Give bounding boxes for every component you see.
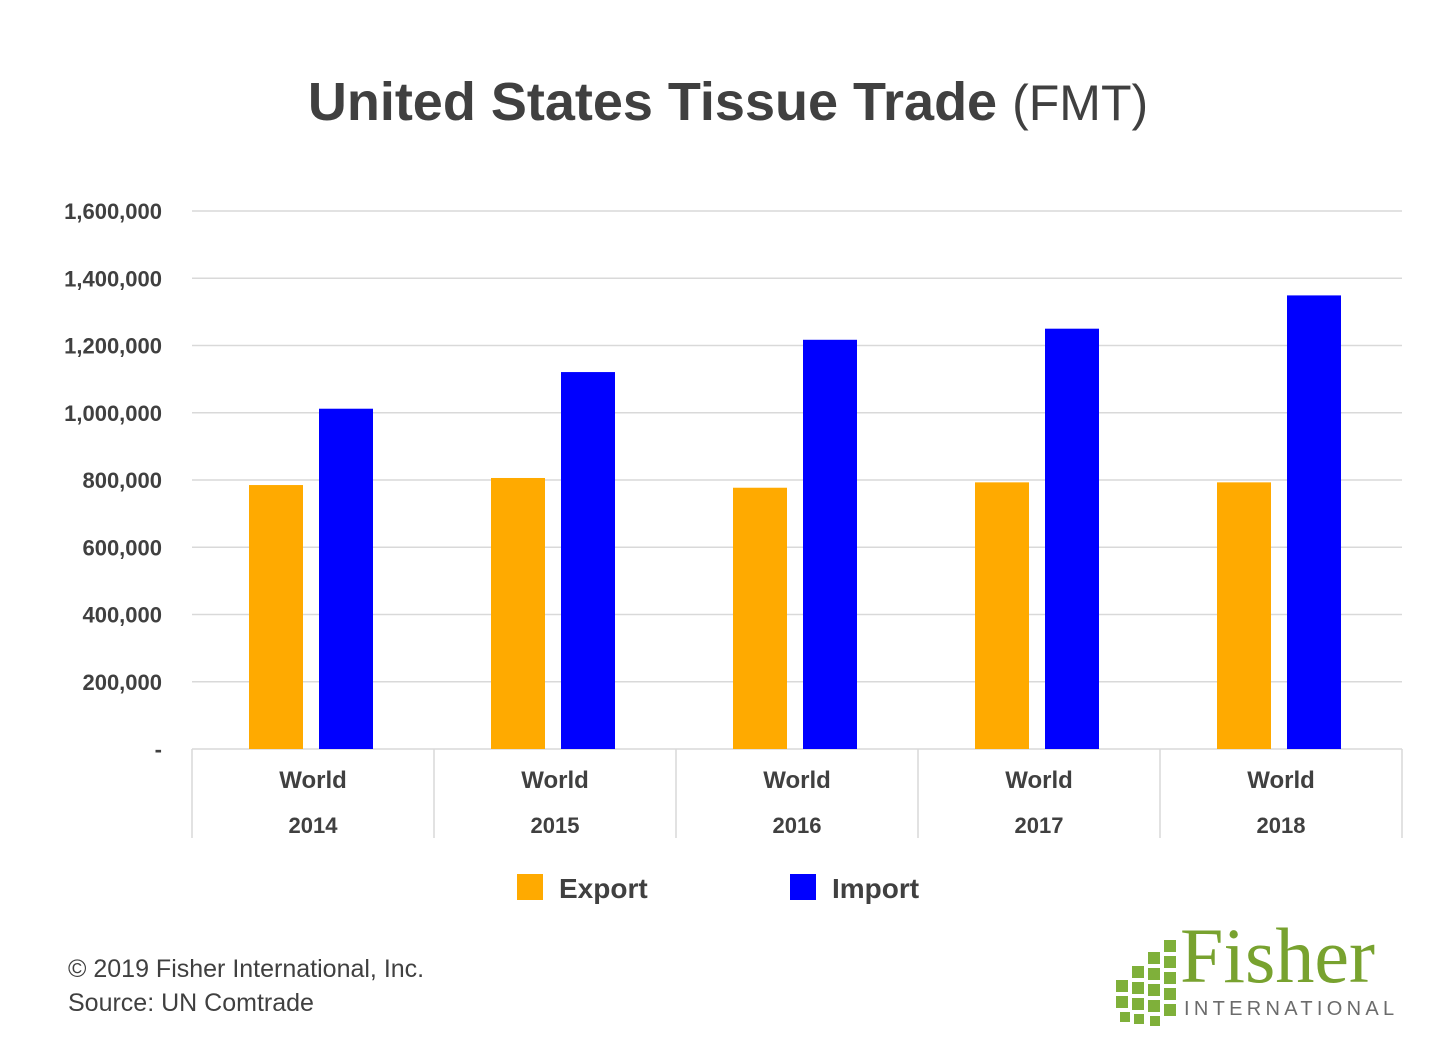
x-category-year-label: 2014	[289, 813, 339, 838]
x-category-region-label: World	[763, 767, 831, 794]
x-category-region-label: World	[1005, 767, 1073, 794]
x-category-region-label: World	[279, 767, 347, 794]
chart-title: United States Tissue Trade (FMT)	[0, 66, 1456, 139]
y-tick-label: 1,200,000	[64, 334, 162, 359]
logo-wordmark: Fisher	[1180, 912, 1375, 999]
source-text: Source: UN Comtrade	[68, 989, 314, 1017]
bar-export-2015	[491, 477, 545, 749]
bar-import-2018	[1287, 295, 1341, 749]
x-category-year-label: 2018	[1257, 813, 1306, 838]
y-tick-label: 600,000	[82, 535, 162, 560]
logo-subtitle: INTERNATIONAL	[1184, 998, 1399, 1020]
bar-import-2017	[1045, 328, 1099, 749]
x-category-year-label: 2015	[531, 813, 580, 838]
y-tick-label: 1,000,000	[64, 401, 162, 426]
legend-swatch-import	[790, 874, 816, 900]
y-tick-label: 1,400,000	[64, 266, 162, 291]
fisher-logo-icon	[1116, 940, 1176, 1026]
legend-swatch-export	[517, 874, 543, 900]
y-tick-label: 400,000	[82, 603, 162, 628]
legend-label-import: Import	[832, 873, 919, 904]
bar-import-2016	[803, 339, 857, 749]
bar-import-2015	[561, 372, 615, 749]
x-category-region-label: World	[1247, 767, 1315, 794]
x-category-year-label: 2017	[1015, 813, 1064, 838]
y-tick-label: 200,000	[82, 670, 162, 695]
bar-export-2014	[249, 485, 303, 749]
y-tick-label: -	[155, 737, 162, 762]
bar-export-2017	[975, 482, 1029, 749]
bar-export-2016	[733, 487, 787, 749]
x-category-region-label: World	[521, 767, 589, 794]
copyright-text: © 2019 Fisher International, Inc.	[68, 955, 425, 983]
chart-title-unit: (FMT)	[1012, 75, 1149, 131]
y-tick-label: 800,000	[82, 468, 162, 493]
x-category-year-label: 2016	[773, 813, 822, 838]
bar-export-2018	[1217, 482, 1271, 749]
y-tick-label: 1,600,000	[64, 199, 162, 224]
bar-import-2014	[319, 408, 373, 749]
chart-title-main: United States Tissue Trade	[307, 72, 998, 132]
legend-label-export: Export	[559, 873, 648, 904]
footer: © 2019 Fisher International, Inc. Source…	[68, 952, 424, 1020]
